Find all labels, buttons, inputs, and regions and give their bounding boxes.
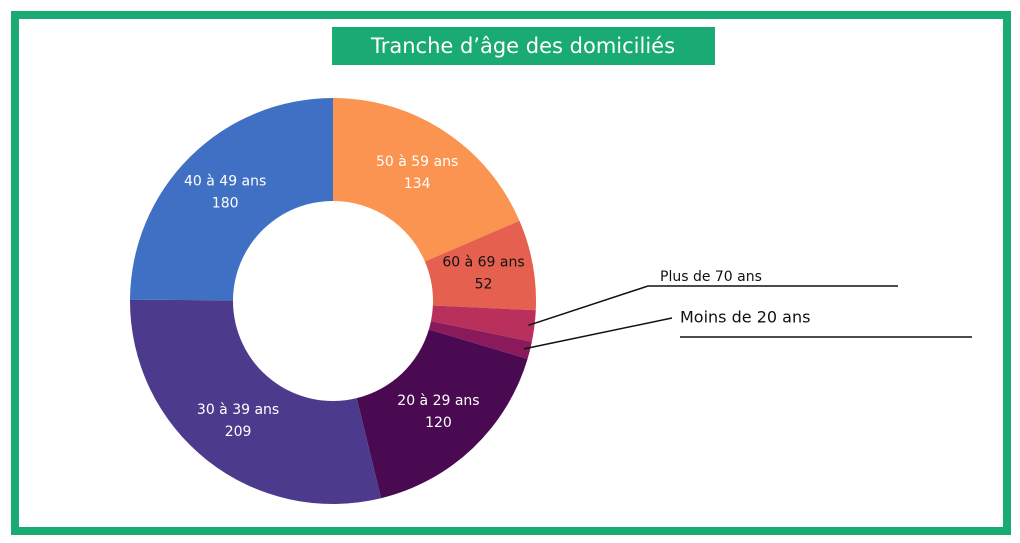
- donut-slice: [428, 321, 532, 359]
- leader-line: [528, 285, 649, 327]
- donut-slice: [424, 220, 536, 311]
- slice-label: 50 à 59 ans: [376, 154, 458, 170]
- donut-slice: [333, 98, 520, 262]
- slice-label: 60 à 69 ans: [442, 255, 524, 271]
- leader-line: [523, 317, 673, 350]
- slice-label: Moins de 20 ans: [680, 308, 810, 327]
- slice-value: 180: [212, 195, 239, 211]
- slice-value: 134: [404, 176, 431, 192]
- donut-slice: [356, 329, 528, 499]
- slice-label: Plus de 70 ans: [660, 269, 762, 285]
- chart-title: Tranche d’âge des domiciliés: [370, 34, 675, 58]
- donut-slice: [130, 98, 333, 301]
- title-box: [332, 27, 715, 65]
- slice-label: 30 à 39 ans: [197, 402, 279, 418]
- slice-label: 20 à 29 ans: [397, 393, 479, 409]
- slice-value: 120: [425, 415, 452, 431]
- slice-value: 52: [475, 277, 493, 293]
- slice-value: 209: [225, 424, 252, 440]
- slice-label: 40 à 49 ans: [184, 173, 266, 189]
- donut-slice: [129, 299, 382, 504]
- donut-slice: [430, 305, 536, 342]
